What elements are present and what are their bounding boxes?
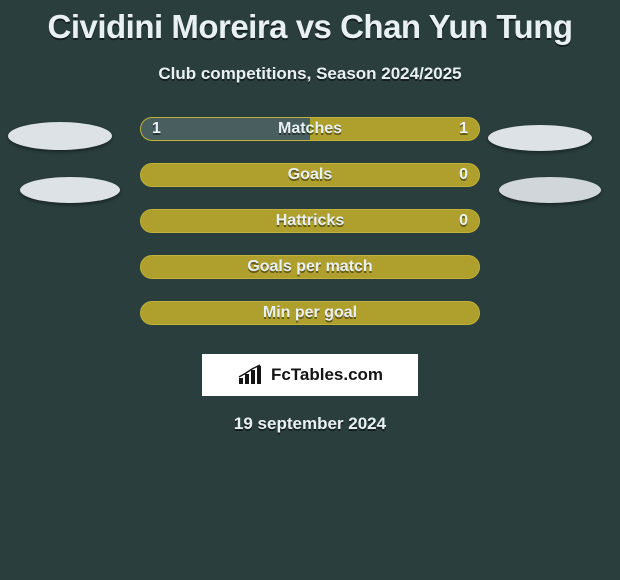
date-label: 19 september 2024 [0, 414, 620, 434]
stat-bar-right-fill [141, 164, 479, 186]
badge-ellipse-left-mid [20, 177, 120, 203]
logo-text: FcTables.com [271, 365, 383, 385]
stat-bar-track [140, 163, 480, 187]
page-title: Cividini Moreira vs Chan Yun Tung [0, 0, 620, 46]
stat-bar-left-fill [141, 118, 310, 140]
badge-ellipse-left-top [8, 122, 112, 150]
stat-row: Hattricks0 [0, 208, 620, 254]
stat-bar-track [140, 255, 480, 279]
stat-bar-right-fill [141, 256, 479, 278]
site-logo: FcTables.com [202, 354, 418, 396]
stat-bar-track [140, 301, 480, 325]
stat-bar-track [140, 117, 480, 141]
badge-ellipse-right-mid [499, 177, 601, 203]
stat-bar-track [140, 209, 480, 233]
stat-row: Min per goal [0, 300, 620, 346]
stat-bar-right-fill [310, 118, 479, 140]
stat-bar-right-fill [141, 210, 479, 232]
badge-ellipse-right-top [488, 125, 592, 151]
page-subtitle: Club competitions, Season 2024/2025 [0, 64, 620, 84]
stat-row: Goals per match [0, 254, 620, 300]
chart-bars-icon [237, 364, 267, 386]
stat-bar-right-fill [141, 302, 479, 324]
